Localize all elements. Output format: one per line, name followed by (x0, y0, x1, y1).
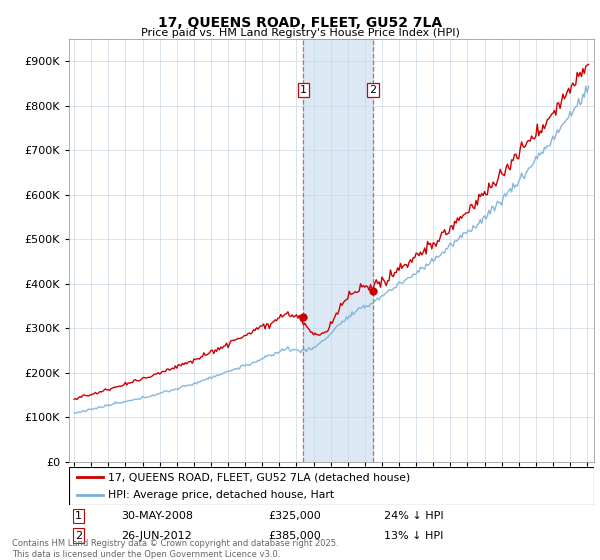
Text: 26-JUN-2012: 26-JUN-2012 (121, 530, 192, 540)
FancyBboxPatch shape (69, 467, 594, 505)
Text: 1: 1 (75, 511, 82, 521)
Text: Contains HM Land Registry data © Crown copyright and database right 2025.
This d: Contains HM Land Registry data © Crown c… (12, 539, 338, 559)
Text: 2: 2 (75, 530, 82, 540)
Text: 30-MAY-2008: 30-MAY-2008 (121, 511, 193, 521)
Text: 17, QUEENS ROAD, FLEET, GU52 7LA (detached house): 17, QUEENS ROAD, FLEET, GU52 7LA (detach… (109, 472, 410, 482)
Bar (304, 39, 373, 462)
Text: 1: 1 (300, 85, 307, 95)
Text: 2: 2 (370, 85, 377, 95)
Text: 13% ↓ HPI: 13% ↓ HPI (384, 530, 443, 540)
Text: 24% ↓ HPI: 24% ↓ HPI (384, 511, 443, 521)
Text: HPI: Average price, detached house, Hart: HPI: Average price, detached house, Hart (109, 490, 335, 500)
Text: 17, QUEENS ROAD, FLEET, GU52 7LA: 17, QUEENS ROAD, FLEET, GU52 7LA (158, 16, 442, 30)
Text: £385,000: £385,000 (269, 530, 321, 540)
Text: £325,000: £325,000 (269, 511, 321, 521)
Text: Price paid vs. HM Land Registry's House Price Index (HPI): Price paid vs. HM Land Registry's House … (140, 28, 460, 38)
